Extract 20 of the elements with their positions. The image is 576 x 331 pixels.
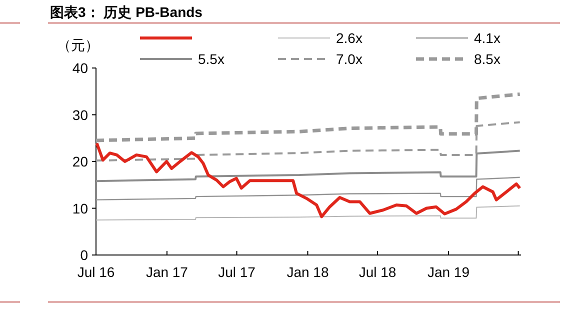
legend-label: 8.5x [474,51,500,67]
y-tick-label: 20 [72,154,88,170]
line-series [96,205,520,220]
x-tick-label: Jul 17 [218,264,256,280]
legend-label: 7.0x [336,51,362,67]
y-tick-label: 10 [72,200,88,216]
y-tick-label: 0 [80,247,88,263]
legend-label: 4.1x [474,30,500,46]
chart-title: 图表3： 历史 PB-Bands [50,4,203,20]
legend-label: 5.5x [198,51,224,67]
y-axis-title: （元） [57,37,99,53]
x-tick-label: Jan 18 [286,264,329,280]
x-tick-label: Jul 18 [358,264,396,280]
line-series [95,142,522,218]
legend-label: 2.6x [336,30,362,46]
x-tick-label: Jan 17 [146,264,188,280]
x-tick-label: Jan 19 [427,264,470,280]
x-tick-label: Jul 16 [77,264,115,280]
y-tick-label: 40 [72,60,88,76]
y-tick-label: 30 [72,106,88,123]
